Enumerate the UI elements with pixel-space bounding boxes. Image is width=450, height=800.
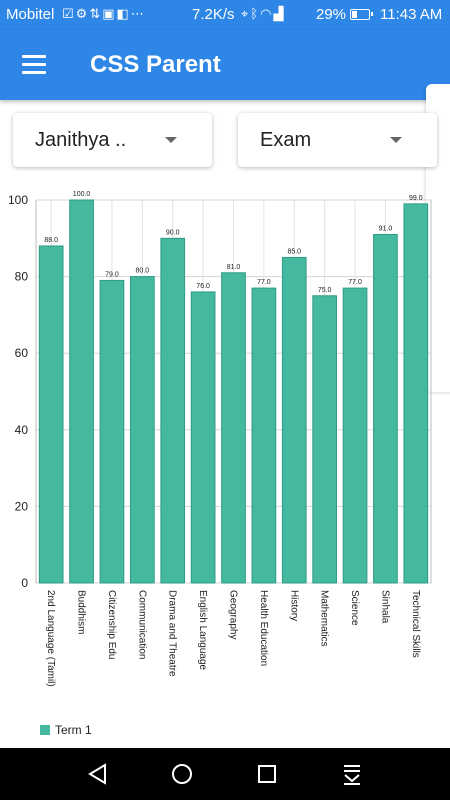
chart-bar bbox=[403, 203, 429, 584]
legend-label: Term 1 bbox=[55, 722, 92, 737]
bar-value-label: 77.0 bbox=[348, 279, 362, 286]
location-icon: ⌖ bbox=[241, 6, 251, 21]
chevron-down-icon bbox=[165, 137, 177, 143]
chart-bar bbox=[251, 287, 277, 584]
home-circle-icon[interactable] bbox=[168, 760, 196, 788]
chart-legend: Term 1 bbox=[40, 722, 92, 737]
hamburger-menu-icon[interactable] bbox=[18, 50, 52, 80]
network-speed: 7.2K/s bbox=[192, 6, 235, 23]
y-tick-label: 60 bbox=[15, 346, 29, 360]
settings-icon: ⚙ bbox=[75, 6, 90, 21]
bar-value-label: 99.0 bbox=[409, 195, 423, 202]
pull-down-notifications-icon[interactable] bbox=[338, 760, 366, 788]
chart-bar bbox=[160, 237, 186, 584]
wifi-icon: ◠ bbox=[260, 6, 274, 21]
battery-tip bbox=[371, 12, 373, 16]
chart-bar bbox=[38, 245, 64, 584]
battery-icon bbox=[350, 9, 373, 20]
location-box-icon: ◧ bbox=[116, 6, 131, 21]
chart-bar bbox=[129, 276, 155, 584]
system-nav-bar bbox=[0, 748, 450, 800]
menu-line bbox=[22, 55, 46, 58]
exam-dropdown-value: Exam bbox=[260, 129, 312, 151]
student-dropdown[interactable]: Janithya .. bbox=[13, 113, 212, 167]
menu-line bbox=[22, 63, 46, 66]
student-dropdown-value: Janithya .. bbox=[35, 129, 127, 151]
check-icon: ☑ bbox=[62, 6, 76, 21]
x-category-label: Health Education bbox=[258, 590, 269, 666]
notification-icons: ☑⚙⇅▣◧⋯ bbox=[62, 6, 146, 22]
bar-value-label: 90.0 bbox=[166, 229, 180, 236]
bar-value-label: 85.0 bbox=[287, 248, 301, 255]
y-tick-label: 20 bbox=[15, 499, 29, 513]
x-category-label: Communication bbox=[136, 590, 147, 659]
x-category-label: Geography bbox=[228, 590, 239, 639]
x-category-label: 2nd Language (Tamil) bbox=[45, 590, 56, 687]
chart-bar bbox=[190, 291, 216, 584]
recents-square-icon[interactable] bbox=[253, 760, 281, 788]
x-category-label: English Language bbox=[197, 590, 208, 671]
x-category-label: History bbox=[288, 590, 299, 621]
x-category-label: Citizenship Edu bbox=[106, 590, 117, 659]
chart-bar bbox=[312, 295, 338, 584]
system-icons: ⌖ᛒ◠▟ bbox=[241, 6, 285, 22]
chart-bar bbox=[342, 287, 368, 584]
bar-value-label: 91.0 bbox=[379, 225, 393, 232]
status-bar: Mobitel ☑⚙⇅▣◧⋯ 7.2K/s ⌖ᛒ◠▟ 29% 11:43 AM bbox=[0, 0, 450, 30]
bar-value-label: 81.0 bbox=[227, 264, 241, 271]
carrier-name: Mobitel bbox=[6, 6, 55, 23]
bar-value-label: 75.0 bbox=[318, 287, 332, 294]
y-tick-label: 40 bbox=[15, 423, 29, 437]
bluetooth-icon: ᛒ bbox=[250, 6, 261, 21]
back-triangle-icon[interactable] bbox=[84, 760, 112, 788]
battery-percent: 29% bbox=[316, 6, 347, 23]
x-category-label: Mathematics bbox=[319, 590, 330, 647]
app-title: CSS Parent bbox=[90, 51, 221, 78]
x-category-label: Drama and Theatre bbox=[167, 590, 178, 677]
exam-dropdown[interactable]: Exam bbox=[238, 113, 437, 167]
chevron-down-icon bbox=[390, 137, 402, 143]
chart-bar bbox=[281, 256, 307, 584]
bar-value-label: 79.0 bbox=[105, 271, 119, 278]
x-category-label: Sinhala bbox=[379, 590, 390, 624]
y-tick-label: 100 bbox=[8, 193, 28, 207]
bar-value-label: 76.0 bbox=[196, 283, 210, 290]
x-category-label: Technical Skills bbox=[410, 590, 421, 658]
status-clock: 11:43 AM bbox=[380, 6, 443, 23]
chart-bar bbox=[373, 233, 398, 584]
battery-level-fill bbox=[352, 11, 357, 18]
y-tick-label: 80 bbox=[15, 270, 29, 284]
bar-value-label: 100.0 bbox=[73, 191, 91, 198]
app-bar: CSS Parent bbox=[0, 30, 450, 100]
y-tick-label: 0 bbox=[21, 576, 28, 590]
bar-value-label: 77.0 bbox=[257, 279, 271, 286]
more-icon: ⋯ bbox=[130, 6, 146, 21]
marks-bar-chart: 0 20 40 60 80 100 88.0 2nd Language (Tamil) 100.… bbox=[8, 191, 432, 687]
mobile-data-icon: ⇅ bbox=[89, 6, 103, 21]
legend-swatch bbox=[40, 724, 50, 735]
signal-icon: ▟ bbox=[273, 6, 286, 21]
chart-bar bbox=[69, 199, 94, 584]
x-category-label: Buddhism bbox=[76, 590, 87, 634]
bar-value-label: 80.0 bbox=[136, 268, 150, 275]
photo-icon: ▣ bbox=[102, 6, 117, 21]
menu-line bbox=[22, 71, 46, 74]
chart-bar bbox=[99, 279, 125, 584]
bar-value-label: 88.0 bbox=[44, 237, 58, 244]
chart-bar bbox=[221, 272, 246, 584]
x-category-label: Science bbox=[349, 590, 360, 626]
